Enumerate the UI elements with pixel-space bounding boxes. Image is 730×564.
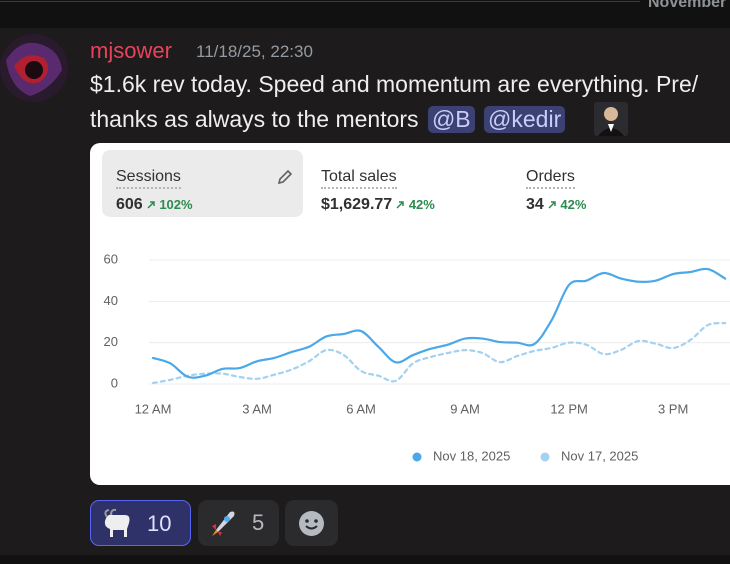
metric-change: 102% [147,197,193,212]
mention[interactable]: @kedir [484,106,566,133]
metric-label: Total sales [321,168,397,189]
y-tick-label: 0 [111,375,118,390]
edit-icon[interactable] [276,168,294,186]
metric-value: $1,629.77 42% [321,196,435,214]
timestamp: 11/18/25, 22:30 [196,42,313,61]
y-tick-label: 20 [104,334,118,349]
metric-label: Orders [526,168,575,189]
series-line [151,321,727,385]
reaction-count: 5 [252,510,265,535]
message-line: thanks as always to the mentors @B @kedi… [90,106,566,133]
metric-tile: Sessions 606 102% [102,150,303,217]
metric-change-value: 42% [560,197,587,212]
reaction[interactable]: 5 [198,500,279,546]
y-tick-label: 60 [104,251,118,266]
chart-card[interactable]: Sessions 606 102% Total sales $1,629.77 … [90,143,730,485]
message-text: thanks as always to the mentors [90,106,419,132]
legend-marker [540,452,550,462]
metric-number: 606 [116,196,143,213]
x-tick-label: 3 PM [658,401,688,416]
rocket-emoji [212,511,235,536]
y-tick-label: 40 [104,293,118,308]
username[interactable]: mjsower [90,38,172,63]
metric-change: 42% [548,197,587,212]
metric-change: 42% [396,197,435,212]
legend-label: Nov 17, 2025 [561,448,638,463]
metric-value: 34 42% [526,196,586,214]
add-reaction[interactable] [285,500,338,546]
message-text: $1.6k rev today. Speed and momentum are … [90,71,699,97]
reaction-count: 10 [147,511,172,536]
reaction[interactable]: 10 [90,500,191,546]
metric-tile: Total sales $1,629.77 42% [307,150,508,217]
x-tick-label: 12 AM [135,401,172,416]
x-tick-label: 9 AM [450,401,480,416]
bottom-bar [0,555,730,564]
metric-number: 34 [526,196,544,213]
metric-change-value: 102% [159,197,193,212]
chart: 0 20 40 60 12 AM 3 AM 6 AM 9 AM 12 PM 3 PM Nov 18,… [104,251,730,463]
legend-marker [412,452,422,462]
metric-tile: Orders 34 42% [512,150,713,217]
series-line [151,267,727,379]
date-divider [0,1,640,2]
up-arrow [396,201,404,209]
divider-label: November [648,0,727,11]
legend-label: Nov 18, 2025 [433,448,510,463]
top-bar [0,0,730,28]
smile-icon [299,511,324,536]
x-tick-label: 3 AM [242,401,272,416]
metric-label: Sessions [116,168,181,189]
up-arrow [548,201,556,209]
avatar[interactable] [0,30,70,106]
up-arrow [147,201,155,209]
x-tick-label: 12 PM [550,401,588,416]
metric-number: $1,629.77 [321,196,393,213]
x-tick-label: 6 AM [346,401,376,416]
goat-emoji [104,508,130,537]
emoji-image [594,102,628,136]
metric-change-value: 42% [408,197,435,212]
mention[interactable]: @B [427,106,475,133]
metric-value: 606 102% [116,196,193,214]
